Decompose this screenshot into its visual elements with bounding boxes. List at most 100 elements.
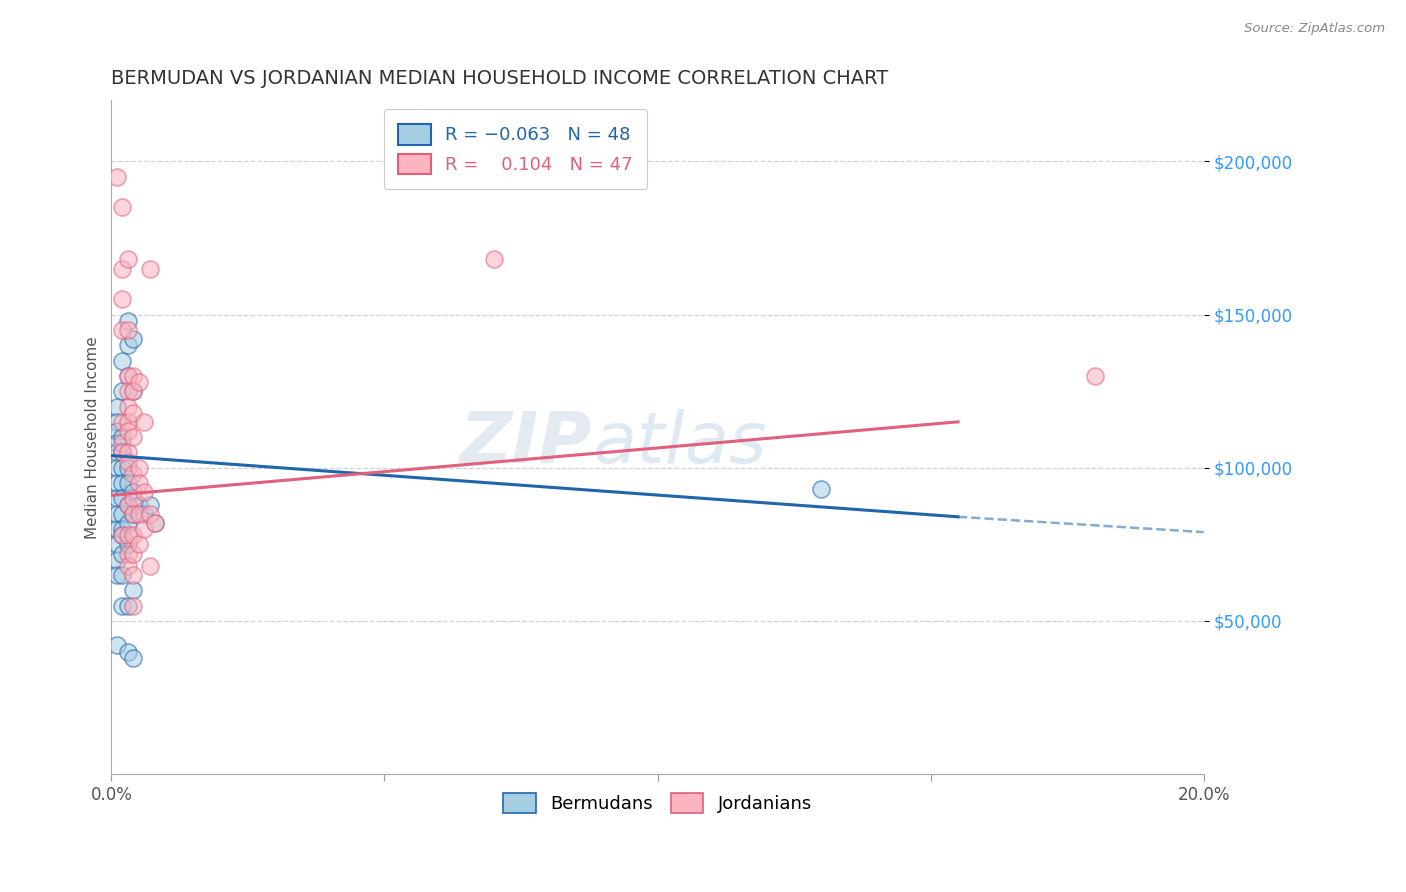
Point xyxy=(117,599,139,613)
Point xyxy=(117,537,139,551)
Point xyxy=(122,332,145,346)
Point xyxy=(122,568,145,582)
Point xyxy=(117,455,139,469)
Point xyxy=(105,537,128,551)
Text: ZIP: ZIP xyxy=(460,409,592,478)
Point xyxy=(117,384,139,399)
Point xyxy=(117,424,139,438)
Point xyxy=(111,476,134,491)
Point xyxy=(134,415,156,429)
Point xyxy=(117,368,139,383)
Point xyxy=(111,491,134,506)
Y-axis label: Median Household Income: Median Household Income xyxy=(86,335,100,539)
Point xyxy=(122,384,145,399)
Point xyxy=(138,498,160,512)
Text: Source: ZipAtlas.com: Source: ZipAtlas.com xyxy=(1244,22,1385,36)
Point xyxy=(111,507,134,521)
Point xyxy=(128,460,150,475)
Point xyxy=(122,583,145,598)
Point xyxy=(111,353,134,368)
Point xyxy=(117,498,139,512)
Point xyxy=(128,507,150,521)
Point xyxy=(117,314,139,328)
Point xyxy=(122,384,145,399)
Point xyxy=(111,201,134,215)
Text: atlas: atlas xyxy=(592,409,766,478)
Point xyxy=(111,415,134,429)
Point xyxy=(105,415,128,429)
Point xyxy=(105,568,128,582)
Point xyxy=(111,599,134,613)
Point xyxy=(117,476,139,491)
Point xyxy=(122,547,145,561)
Point xyxy=(111,568,134,582)
Point xyxy=(111,293,134,307)
Point xyxy=(111,445,134,459)
Point xyxy=(117,323,139,337)
Point xyxy=(111,445,134,459)
Point xyxy=(117,460,139,475)
Point xyxy=(111,430,134,444)
Point xyxy=(138,558,160,573)
Point xyxy=(117,252,139,267)
Point xyxy=(128,537,150,551)
Point xyxy=(482,252,505,267)
Point xyxy=(111,384,134,399)
Text: BERMUDAN VS JORDANIAN MEDIAN HOUSEHOLD INCOME CORRELATION CHART: BERMUDAN VS JORDANIAN MEDIAN HOUSEHOLD I… xyxy=(111,69,889,87)
Point xyxy=(117,516,139,530)
Point xyxy=(138,261,160,276)
Point xyxy=(111,460,134,475)
Point xyxy=(117,445,139,459)
Point xyxy=(105,445,128,459)
Point xyxy=(105,169,128,184)
Point xyxy=(111,261,134,276)
Point xyxy=(128,498,150,512)
Point xyxy=(134,522,156,536)
Point xyxy=(128,476,150,491)
Point xyxy=(117,400,139,414)
Point xyxy=(117,558,139,573)
Point xyxy=(134,485,156,500)
Point xyxy=(111,436,134,450)
Point xyxy=(134,507,156,521)
Point xyxy=(122,507,145,521)
Point xyxy=(105,400,128,414)
Point xyxy=(105,476,128,491)
Point xyxy=(122,491,145,506)
Point xyxy=(138,507,160,521)
Point xyxy=(105,552,128,566)
Point xyxy=(122,368,145,383)
Point xyxy=(111,528,134,542)
Point xyxy=(117,338,139,352)
Point xyxy=(122,599,145,613)
Point xyxy=(117,498,139,512)
Point xyxy=(105,424,128,438)
Point xyxy=(122,406,145,420)
Point xyxy=(105,639,128,653)
Point xyxy=(105,436,128,450)
Point xyxy=(143,516,166,530)
Point xyxy=(122,485,145,500)
Point xyxy=(111,323,134,337)
Point xyxy=(111,528,134,542)
Point xyxy=(111,522,134,536)
Point xyxy=(122,507,145,521)
Point xyxy=(105,460,128,475)
Point xyxy=(111,547,134,561)
Point xyxy=(122,650,145,665)
Point xyxy=(117,415,139,429)
Point xyxy=(117,644,139,658)
Point xyxy=(117,547,139,561)
Point xyxy=(105,507,128,521)
Point xyxy=(122,467,145,481)
Point xyxy=(1083,368,1105,383)
Point xyxy=(122,430,145,444)
Point xyxy=(810,482,832,496)
Point xyxy=(117,528,139,542)
Point xyxy=(122,528,145,542)
Point xyxy=(105,522,128,536)
Point xyxy=(143,516,166,530)
Point xyxy=(128,375,150,389)
Legend: Bermudans, Jordanians: Bermudans, Jordanians xyxy=(494,783,821,822)
Point xyxy=(117,368,139,383)
